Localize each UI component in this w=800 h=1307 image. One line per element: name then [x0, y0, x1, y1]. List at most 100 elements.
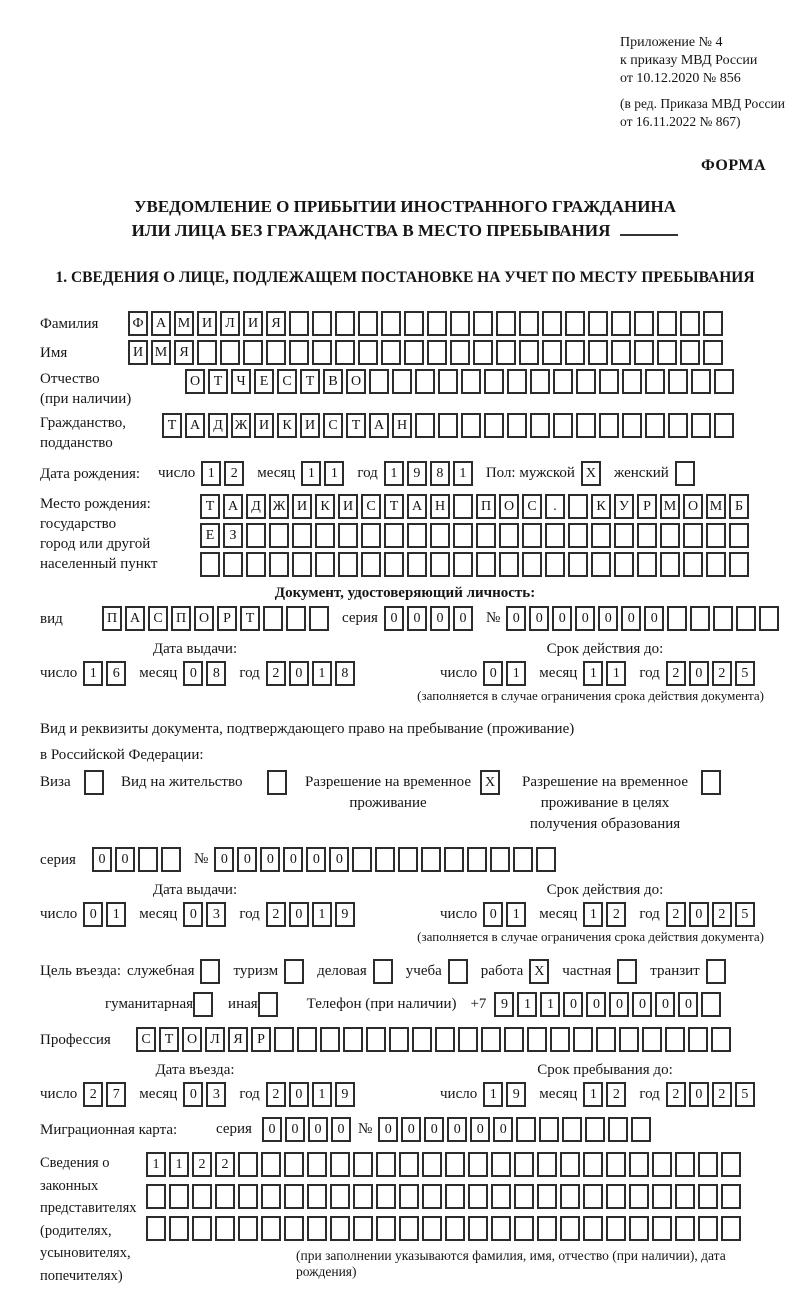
char-box[interactable] [307, 1152, 327, 1177]
char-box[interactable] [330, 1184, 350, 1209]
char-box[interactable]: 0 [261, 1117, 282, 1142]
char-box[interactable]: Р [217, 606, 237, 631]
char-box[interactable] [84, 770, 104, 795]
char-box[interactable]: И [292, 494, 312, 519]
char-box[interactable] [634, 340, 654, 365]
char-box[interactable]: И [254, 413, 274, 438]
char-box[interactable] [427, 311, 447, 336]
char-box[interactable]: М [174, 311, 194, 336]
char-box[interactable]: О [194, 606, 214, 631]
char-box[interactable]: О [185, 369, 205, 394]
char-box[interactable] [358, 311, 378, 336]
char-box[interactable] [338, 552, 358, 577]
char-box[interactable] [507, 413, 527, 438]
char-box[interactable]: Ж [269, 494, 289, 519]
char-box[interactable] [484, 413, 504, 438]
char-box[interactable] [688, 1027, 708, 1052]
char-box[interactable]: 5 [734, 902, 755, 927]
char-box[interactable]: 0 [452, 606, 473, 631]
char-box[interactable]: 1 [583, 1082, 604, 1107]
char-box[interactable]: А [223, 494, 243, 519]
char-box[interactable] [560, 1152, 580, 1177]
char-box[interactable] [467, 847, 488, 872]
char-box[interactable] [399, 1216, 419, 1241]
char-box[interactable] [629, 1152, 649, 1177]
char-box[interactable]: А [185, 413, 205, 438]
char-box[interactable] [263, 606, 283, 631]
char-box[interactable]: 2 [665, 902, 686, 927]
char-box[interactable]: О [683, 494, 703, 519]
char-box[interactable] [261, 1184, 281, 1209]
char-box[interactable] [169, 1216, 189, 1241]
char-box[interactable]: 1 [506, 902, 527, 927]
char-box[interactable] [660, 552, 680, 577]
char-box[interactable] [315, 523, 335, 548]
char-box[interactable] [668, 369, 688, 394]
char-box[interactable] [404, 311, 424, 336]
char-box[interactable]: 0 [183, 902, 204, 927]
char-box[interactable] [683, 523, 703, 548]
char-box[interactable] [565, 340, 585, 365]
char-box[interactable]: 0 [586, 992, 607, 1017]
char-box[interactable]: 0 [288, 902, 309, 927]
char-box[interactable] [484, 369, 504, 394]
char-box[interactable]: А [369, 413, 389, 438]
char-box[interactable] [519, 340, 539, 365]
char-box[interactable] [660, 523, 680, 548]
char-box[interactable] [622, 369, 642, 394]
char-box[interactable]: 1 [106, 902, 127, 927]
char-box[interactable] [376, 1184, 396, 1209]
char-box[interactable] [585, 1117, 606, 1142]
char-box[interactable] [519, 311, 539, 336]
char-box[interactable] [353, 1184, 373, 1209]
char-box[interactable] [376, 1152, 396, 1177]
char-box[interactable]: 0 [688, 902, 709, 927]
char-box[interactable] [599, 369, 619, 394]
char-box[interactable] [335, 311, 355, 336]
char-box[interactable] [499, 523, 519, 548]
char-box[interactable]: 9 [506, 1082, 527, 1107]
char-box[interactable]: 0 [83, 902, 104, 927]
char-box[interactable]: Е [200, 523, 220, 548]
char-box[interactable]: 9 [334, 902, 355, 927]
char-box[interactable]: 0 [92, 847, 112, 872]
char-box[interactable] [568, 552, 588, 577]
char-box[interactable]: 0 [284, 1117, 305, 1142]
char-box[interactable]: 1 [201, 461, 222, 486]
char-box[interactable]: Ф [128, 311, 148, 336]
char-box[interactable] [706, 552, 726, 577]
char-box[interactable]: Я [266, 311, 286, 336]
char-box[interactable] [496, 311, 516, 336]
char-box[interactable]: 0 [621, 606, 642, 631]
char-box[interactable] [267, 770, 287, 795]
char-box[interactable]: X [580, 461, 601, 486]
char-box[interactable] [729, 552, 749, 577]
char-box[interactable]: 2 [711, 661, 732, 686]
char-box[interactable] [645, 413, 665, 438]
char-box[interactable] [169, 1184, 189, 1209]
char-box[interactable] [565, 311, 585, 336]
char-box[interactable]: 2 [265, 1082, 286, 1107]
char-box[interactable] [192, 1216, 212, 1241]
char-box[interactable]: И [128, 340, 148, 365]
char-box[interactable]: 2 [665, 1082, 686, 1107]
char-box[interactable]: 0 [493, 1117, 514, 1142]
char-box[interactable]: Р [637, 494, 657, 519]
char-box[interactable] [307, 1216, 327, 1241]
char-box[interactable] [372, 959, 393, 984]
char-box[interactable] [193, 992, 214, 1017]
char-box[interactable] [481, 1027, 501, 1052]
char-box[interactable] [200, 552, 220, 577]
char-box[interactable] [238, 1216, 258, 1241]
char-box[interactable] [576, 369, 596, 394]
char-box[interactable] [468, 1216, 488, 1241]
char-box[interactable]: 1 [311, 1082, 332, 1107]
char-box[interactable] [705, 959, 726, 984]
char-box[interactable]: 0 [406, 606, 427, 631]
char-box[interactable] [450, 311, 470, 336]
char-box[interactable] [404, 340, 424, 365]
char-box[interactable]: 0 [506, 606, 527, 631]
char-box[interactable]: 2 [83, 1082, 104, 1107]
char-box[interactable] [266, 340, 286, 365]
char-box[interactable]: 1 [383, 461, 404, 486]
